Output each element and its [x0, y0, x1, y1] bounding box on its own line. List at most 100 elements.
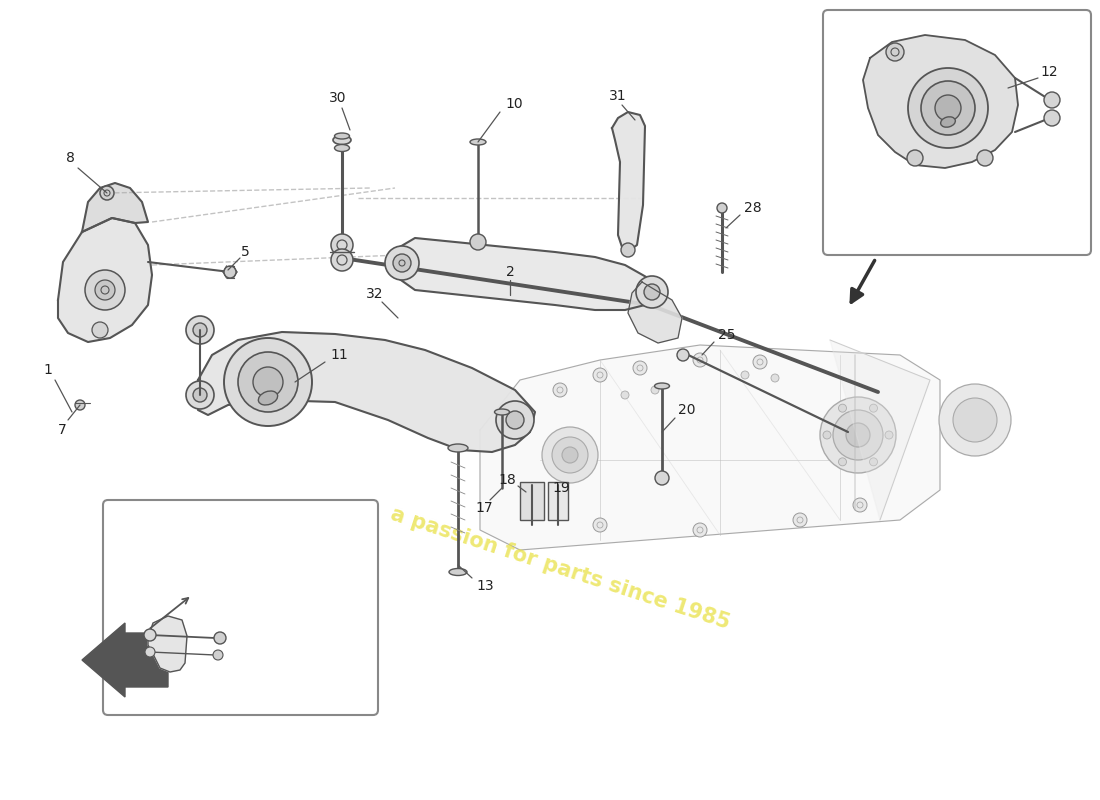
Circle shape [92, 322, 108, 338]
Text: 32: 32 [366, 287, 384, 301]
Circle shape [651, 386, 659, 394]
Text: 12: 12 [1040, 65, 1057, 79]
Ellipse shape [334, 133, 350, 139]
Text: 10: 10 [505, 97, 522, 111]
Text: 20: 20 [678, 403, 695, 417]
Circle shape [621, 391, 629, 399]
Polygon shape [58, 218, 152, 342]
Text: 17: 17 [475, 501, 493, 515]
Circle shape [833, 410, 883, 460]
Circle shape [908, 150, 923, 166]
Polygon shape [198, 332, 535, 452]
Circle shape [644, 284, 660, 300]
Circle shape [717, 203, 727, 213]
Circle shape [95, 280, 116, 300]
Text: 2: 2 [506, 265, 515, 279]
Circle shape [1044, 92, 1060, 108]
Text: 18: 18 [498, 473, 516, 487]
Circle shape [593, 518, 607, 532]
Text: 28: 28 [744, 201, 761, 215]
Circle shape [838, 404, 847, 412]
Circle shape [496, 401, 534, 439]
Circle shape [553, 503, 566, 517]
Circle shape [552, 437, 589, 473]
Circle shape [192, 388, 207, 402]
FancyBboxPatch shape [823, 10, 1091, 255]
Text: 7: 7 [57, 423, 66, 437]
Polygon shape [628, 282, 682, 343]
Text: 5: 5 [241, 245, 250, 259]
Circle shape [632, 361, 647, 375]
Circle shape [253, 367, 283, 397]
Text: 31: 31 [609, 89, 627, 103]
Circle shape [192, 323, 207, 337]
Circle shape [636, 276, 668, 308]
Polygon shape [82, 183, 148, 232]
Circle shape [186, 381, 214, 409]
Ellipse shape [449, 569, 468, 575]
Circle shape [145, 647, 155, 657]
Circle shape [676, 349, 689, 361]
FancyBboxPatch shape [103, 500, 378, 715]
Circle shape [793, 513, 807, 527]
Circle shape [852, 498, 867, 512]
Circle shape [953, 398, 997, 442]
Circle shape [470, 234, 486, 250]
Circle shape [385, 246, 419, 280]
Bar [520, 482, 544, 520]
Circle shape [238, 352, 298, 412]
Circle shape [85, 270, 125, 310]
Circle shape [886, 431, 893, 439]
Circle shape [820, 397, 896, 473]
Circle shape [693, 523, 707, 537]
Circle shape [741, 371, 749, 379]
Circle shape [331, 234, 353, 256]
Text: 19: 19 [552, 481, 570, 495]
Text: 11: 11 [330, 348, 348, 362]
Ellipse shape [654, 383, 670, 389]
Circle shape [771, 374, 779, 382]
Circle shape [838, 458, 847, 466]
Ellipse shape [258, 391, 277, 405]
Circle shape [621, 243, 635, 257]
Circle shape [506, 411, 524, 429]
Circle shape [823, 431, 830, 439]
Bar [548, 482, 568, 520]
Text: 25: 25 [718, 328, 736, 342]
Ellipse shape [334, 145, 350, 151]
Circle shape [908, 68, 988, 148]
Polygon shape [398, 238, 654, 310]
Circle shape [553, 383, 566, 397]
Circle shape [693, 353, 707, 367]
Circle shape [562, 447, 578, 463]
Circle shape [846, 423, 870, 447]
Circle shape [186, 316, 214, 344]
Circle shape [939, 384, 1011, 456]
Circle shape [214, 632, 225, 644]
Circle shape [593, 368, 607, 382]
Circle shape [654, 471, 669, 485]
Text: a passion for parts since 1985: a passion for parts since 1985 [387, 503, 733, 633]
Circle shape [100, 186, 114, 200]
Circle shape [331, 249, 353, 271]
Circle shape [977, 150, 993, 166]
Ellipse shape [495, 409, 509, 415]
Circle shape [224, 338, 312, 426]
Text: 13: 13 [476, 579, 494, 593]
Circle shape [886, 43, 904, 61]
Polygon shape [480, 345, 940, 550]
Circle shape [542, 427, 598, 483]
Polygon shape [82, 623, 168, 697]
Text: 30: 30 [329, 91, 346, 105]
Text: 8: 8 [66, 151, 75, 165]
Circle shape [754, 355, 767, 369]
Ellipse shape [940, 117, 956, 127]
Polygon shape [830, 340, 930, 520]
Polygon shape [612, 112, 645, 250]
Circle shape [75, 400, 85, 410]
Circle shape [921, 81, 975, 135]
Circle shape [1044, 110, 1060, 126]
Ellipse shape [470, 139, 486, 145]
Polygon shape [148, 616, 187, 672]
Circle shape [869, 404, 878, 412]
